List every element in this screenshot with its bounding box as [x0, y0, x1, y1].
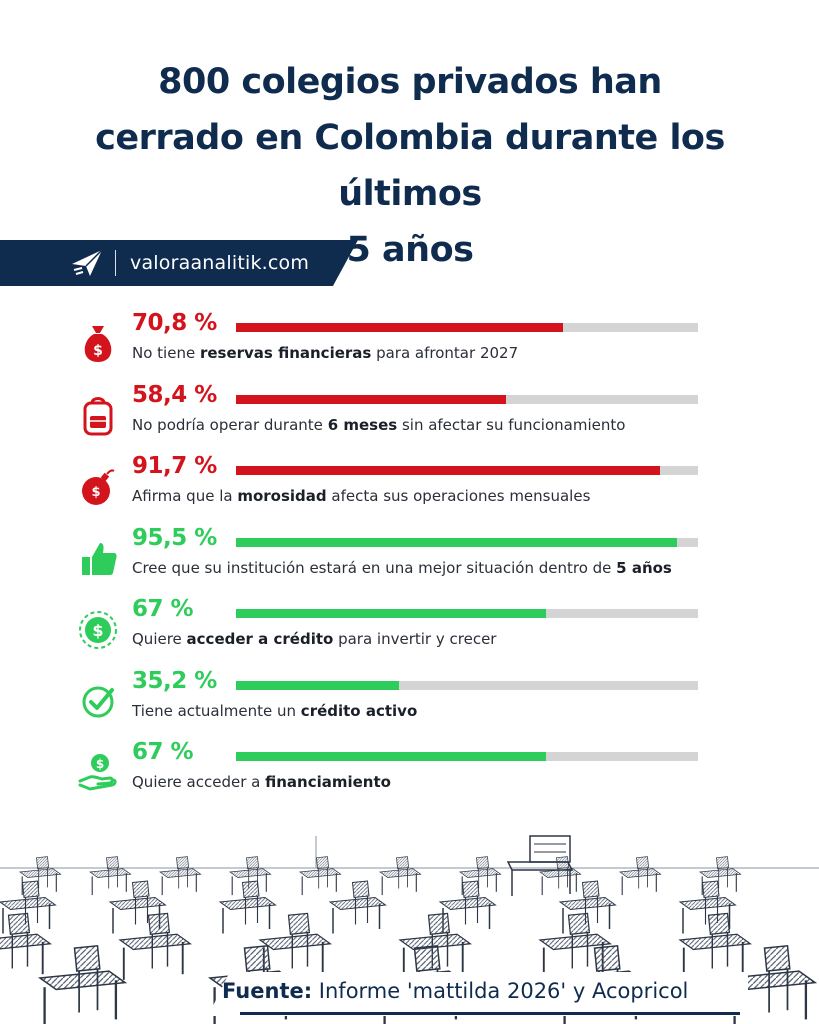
desk-chair-illustration [229, 856, 272, 896]
page-title: 800 colegios privados han cerrado en Colo… [60, 54, 760, 278]
bar-track [236, 323, 698, 332]
bar-fill [236, 680, 399, 690]
svg-text:$: $ [96, 757, 104, 771]
stat-description: Quiere acceder a crédito para invertir y… [132, 630, 496, 648]
bar-track [236, 680, 698, 690]
desk-chair-illustration [328, 880, 387, 934]
hand-money-icon: $ [78, 754, 117, 791]
stat-percentage: 91,7 % [132, 453, 217, 479]
stat-description-text: para afrontar 2027 [371, 344, 519, 362]
source-underline [240, 1012, 740, 1015]
page-title-line: 5 años [346, 230, 474, 270]
dollar-coin-icon: $ [79, 611, 117, 649]
brand-banner [0, 240, 358, 286]
stat-description-emphasis: 5 años [616, 558, 672, 577]
stat-percentage: 67 % [132, 739, 194, 765]
desk-chair-illustration [0, 912, 52, 975]
bar-fill [236, 466, 660, 475]
stat-row: 35,2 % Tiene actualmente un crédito activ… [0, 668, 819, 744]
stat-description-text: sin afectar su funcionamiento [397, 415, 626, 434]
stat-description-emphasis: financiamiento [265, 773, 391, 791]
backpack-icon [83, 396, 113, 435]
bar-fill [236, 394, 506, 404]
stat-description-text: Cree que su institución estará en una me… [132, 558, 617, 577]
stat-percentage: 67 % [132, 596, 194, 622]
desk-chair-illustration [159, 856, 202, 896]
desk-chair-illustration [258, 912, 332, 980]
desk-chair-illustration [379, 856, 422, 896]
stat-description-emphasis: acceder a crédito [186, 630, 334, 648]
desk-chair-illustration [558, 880, 617, 934]
bar-fill [236, 323, 564, 332]
bar-fill [236, 537, 678, 547]
desk-chair-illustration [459, 856, 502, 896]
stat-percentage: 35,2 % [132, 667, 217, 694]
svg-text:$: $ [92, 621, 103, 640]
stat-description-emphasis: morosidad [237, 487, 327, 505]
stat-row: $67 % Quiere acceder a crédito para inver… [0, 596, 819, 672]
stat-description-emphasis: reservas financieras [199, 344, 372, 362]
stat-row: 58,4 % No podría operar durante 6 meses s… [0, 382, 819, 458]
stat-description-text: No tiene [132, 344, 200, 362]
stat-description-emphasis: 6 meses [327, 415, 398, 434]
bar-track [236, 466, 698, 475]
stat-description: No podría operar durante 6 meses sin afe… [132, 416, 625, 434]
desk-chair-illustration [108, 880, 167, 934]
desk-chair-illustration [619, 856, 662, 896]
svg-text:$: $ [93, 343, 103, 359]
desk-chair-illustration [89, 856, 132, 896]
stat-description: No tiene reservas financieras para afron… [132, 344, 518, 362]
source-text: Fuente: Informe 'mattilda 2026' y Acopri… [222, 979, 688, 1003]
site-link[interactable]: valoraanalitik.com [130, 252, 310, 274]
desk-chair-illustration [699, 856, 742, 896]
stat-description-text: Quiere acceder a [132, 773, 266, 791]
page-title-line: 800 colegios privados han [158, 62, 662, 102]
money-bomb-icon: $ [82, 469, 115, 505]
desk-chair-illustration [218, 880, 277, 934]
paper-plane-icon [72, 249, 103, 276]
stat-description-text: Quiere [132, 630, 187, 648]
stat-row: $70,8 % No tiene reservas financieras par… [0, 310, 819, 386]
stat-description: Cree que su institución estará en una me… [132, 559, 672, 577]
bar-fill [236, 752, 546, 761]
check-circle-icon [82, 686, 114, 717]
bar-fill [236, 609, 546, 618]
brand-divider [115, 250, 116, 276]
stat-description-text: Tiene actualmente un [132, 701, 301, 720]
stat-description: Tiene actualmente un crédito activo [132, 702, 417, 720]
stat-percentage: 58,4 % [132, 381, 217, 408]
stacked-chair-illustration [506, 835, 574, 896]
desk-chair-illustration [678, 912, 752, 980]
stat-description-emphasis: crédito activo [300, 701, 418, 720]
svg-text:$: $ [91, 485, 100, 500]
bar-track [236, 752, 698, 761]
thumbs-up-icon [82, 542, 117, 575]
page-title-line: cerrado en Colombia durante los últimos [95, 118, 725, 214]
stat-description: Afirma que la morosidad afecta sus opera… [132, 487, 590, 505]
bar-track [236, 394, 698, 404]
desk-chair-illustration [438, 880, 497, 934]
stat-percentage: 95,5 % [132, 524, 217, 551]
stat-percentage: 70,8 % [132, 310, 217, 336]
stat-row: $91,7 % Afirma que la morosidad afecta su… [0, 453, 819, 529]
desk-chair-illustration [678, 880, 737, 934]
stat-description-text: Afirma que la [132, 487, 238, 505]
source-label: Fuente: [222, 979, 313, 1003]
desk-chair-illustration [299, 856, 342, 896]
source-description: Informe 'mattilda 2026' y Acopricol [312, 979, 689, 1003]
stat-description-text: afecta sus operaciones mensuales [326, 487, 591, 505]
money-bag-icon: $ [84, 326, 112, 362]
desk-chair-illustration [37, 944, 128, 1024]
stat-row: 95,5 % Cree que su institución estará en … [0, 525, 819, 601]
desk-chair-illustration [19, 856, 62, 896]
stat-description-text: No podría operar durante [132, 415, 328, 434]
desk-chair-illustration [0, 880, 57, 934]
bar-track [236, 609, 698, 618]
stat-description-text: para invertir y crecer [333, 630, 497, 648]
stat-row: $67 % Quiere acceder a financiamiento [0, 739, 819, 815]
bar-track [236, 537, 698, 547]
source-banner [208, 972, 748, 1016]
desk-chair-illustration [118, 912, 192, 980]
stat-description: Quiere acceder a financiamiento [132, 773, 391, 791]
